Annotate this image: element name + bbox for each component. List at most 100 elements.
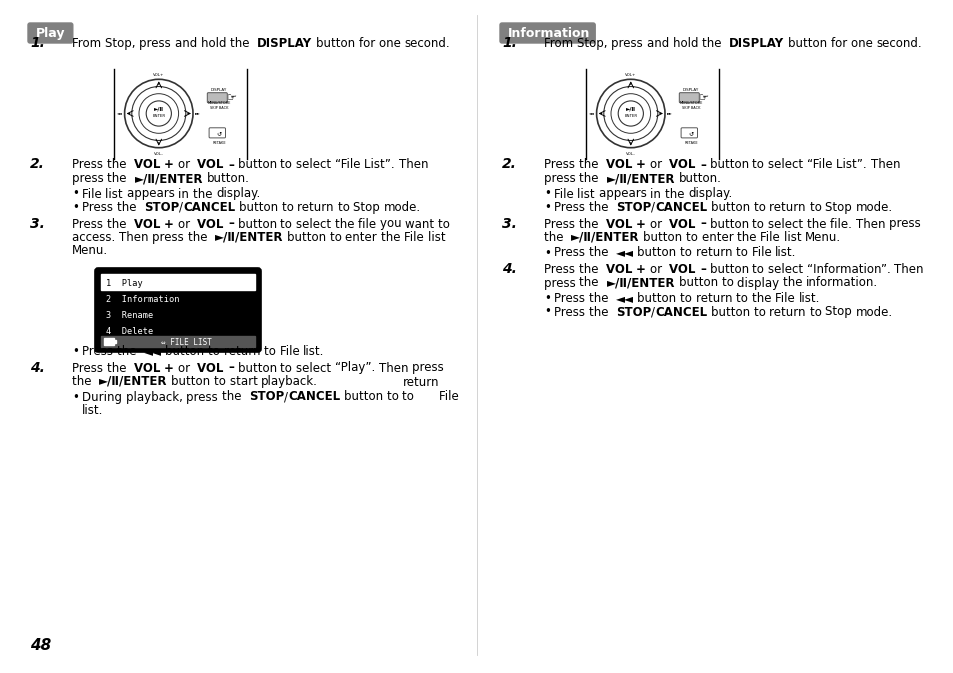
Text: •: •	[71, 390, 79, 404]
Text: VOL: VOL	[605, 263, 636, 276]
Text: ►►: ►►	[666, 112, 672, 115]
Text: to: to	[685, 231, 701, 244]
Text: the: the	[578, 172, 606, 185]
Text: the: the	[335, 217, 358, 230]
Text: second.: second.	[876, 37, 921, 50]
Text: 4.: 4.	[30, 361, 45, 374]
Text: Then: Then	[378, 361, 412, 374]
FancyBboxPatch shape	[499, 23, 595, 43]
Text: DISPLAY: DISPLAY	[211, 88, 227, 92]
Text: button: button	[344, 390, 387, 404]
Text: From: From	[543, 37, 577, 50]
Text: Press: Press	[71, 159, 107, 172]
Text: the: the	[543, 231, 571, 244]
Text: ◄◄: ◄◄	[144, 345, 162, 358]
Text: or: or	[649, 217, 669, 230]
Text: 48: 48	[30, 638, 51, 653]
Text: to: to	[679, 292, 696, 305]
Text: File: File	[404, 231, 427, 244]
FancyBboxPatch shape	[101, 274, 254, 290]
Text: file.: file.	[829, 217, 855, 230]
FancyBboxPatch shape	[104, 338, 113, 345]
Text: or: or	[649, 159, 669, 172]
Text: SKIP BACK: SKIP BACK	[681, 106, 700, 110]
Text: playback.: playback.	[261, 375, 318, 388]
FancyBboxPatch shape	[209, 128, 225, 138]
Text: Press: Press	[82, 345, 116, 358]
Text: ►/Ⅱ/ENTER: ►/Ⅱ/ENTER	[134, 172, 203, 185]
Text: to: to	[280, 361, 295, 374]
Text: –: –	[700, 217, 705, 230]
Text: to: to	[281, 201, 297, 214]
Text: •: •	[543, 246, 550, 260]
Text: List”.: List”.	[364, 159, 398, 172]
Text: •: •	[71, 188, 79, 201]
Text: playback,: playback,	[126, 390, 186, 404]
Text: the: the	[107, 159, 133, 172]
Text: Stop: Stop	[353, 201, 383, 214]
Text: the: the	[188, 231, 214, 244]
Text: Press: Press	[554, 306, 588, 318]
FancyBboxPatch shape	[95, 268, 261, 352]
Text: mode.: mode.	[855, 201, 892, 214]
Text: to: to	[280, 159, 295, 172]
Text: access.: access.	[71, 231, 119, 244]
Text: hold: hold	[200, 37, 230, 50]
Text: press: press	[186, 390, 222, 404]
Text: list.: list.	[303, 345, 324, 358]
Text: •: •	[543, 201, 550, 214]
Text: Menu.: Menu.	[71, 244, 108, 258]
Text: List”.: List”.	[836, 159, 870, 172]
Text: enter: enter	[701, 231, 737, 244]
Text: File: File	[82, 188, 106, 201]
Text: or: or	[177, 159, 197, 172]
Circle shape	[146, 101, 172, 126]
Text: File: File	[438, 390, 462, 404]
Text: CANCEL: CANCEL	[183, 201, 234, 214]
Text: start: start	[230, 375, 261, 388]
Text: button: button	[172, 375, 213, 388]
Text: the: the	[701, 37, 728, 50]
Text: –: –	[700, 263, 705, 276]
Text: •: •	[71, 345, 79, 358]
Text: DISPLAY: DISPLAY	[682, 88, 699, 92]
Text: list: list	[783, 231, 804, 244]
Text: Information: Information	[507, 27, 590, 40]
Text: to: to	[280, 217, 295, 230]
Text: STOP: STOP	[615, 306, 650, 318]
Text: “File: “File	[806, 159, 836, 172]
Text: Then: Then	[398, 159, 432, 172]
Text: Stop: Stop	[824, 201, 855, 214]
Text: to: to	[736, 292, 751, 305]
Text: VOL: VOL	[197, 361, 228, 374]
Text: VOL: VOL	[197, 217, 228, 230]
FancyBboxPatch shape	[113, 340, 116, 343]
Text: the: the	[230, 37, 256, 50]
Text: +: +	[636, 263, 645, 276]
Text: CANCEL: CANCEL	[655, 201, 706, 214]
Text: 3.: 3.	[30, 217, 45, 230]
Text: 4.: 4.	[501, 262, 517, 276]
Text: the: the	[116, 201, 144, 214]
Text: Press: Press	[554, 246, 588, 260]
Text: return: return	[297, 201, 337, 214]
Text: button.: button.	[207, 172, 250, 185]
Text: ☞: ☞	[227, 93, 237, 103]
Text: to: to	[720, 277, 737, 289]
Text: in: in	[650, 188, 664, 201]
Text: button: button	[238, 201, 281, 214]
Text: Play: Play	[36, 27, 66, 40]
Text: information.: information.	[805, 277, 878, 289]
Text: to: to	[213, 375, 230, 388]
Text: the: the	[578, 263, 605, 276]
Text: +: +	[636, 217, 645, 230]
Text: select: select	[295, 217, 335, 230]
Text: File: File	[751, 246, 775, 260]
Text: the: the	[578, 217, 605, 230]
Text: select: select	[767, 217, 806, 230]
Text: one: one	[850, 37, 876, 50]
Text: file: file	[358, 217, 379, 230]
Text: File: File	[760, 231, 783, 244]
Text: 3  Rename: 3 Rename	[106, 310, 153, 320]
Text: want: want	[405, 217, 438, 230]
